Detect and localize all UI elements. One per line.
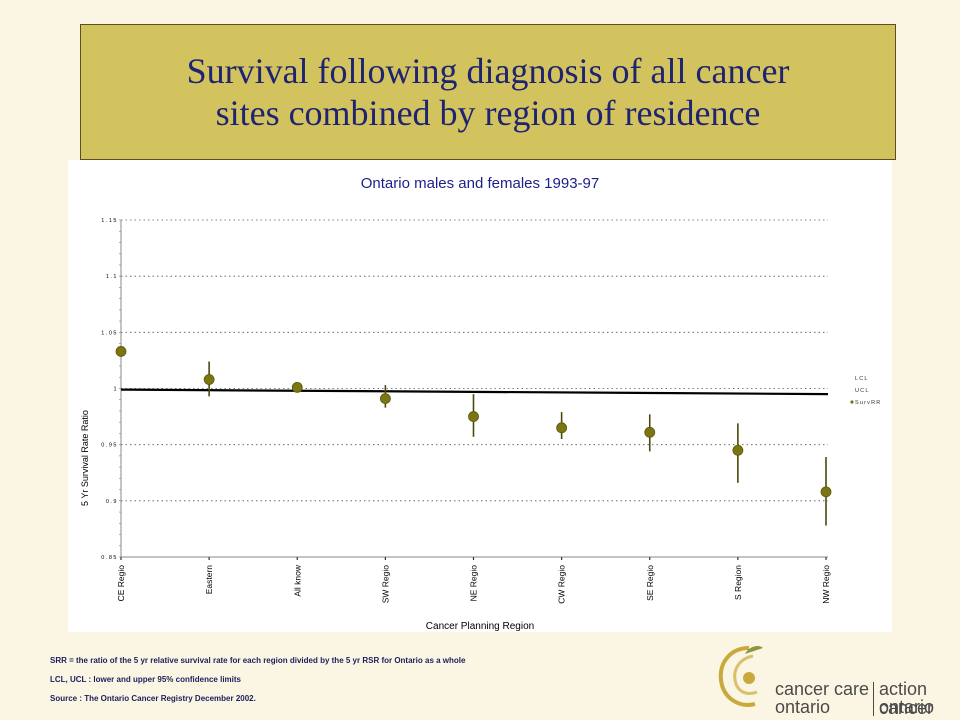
survival-ratio-point [644,426,656,438]
y-tick-label: 1 [113,387,118,393]
title-line-2: sites combined by region of residence [215,93,761,133]
survival-ratio-point [732,444,744,456]
survival-ratio-point [115,346,127,357]
note-srr: SRR = the ratio of the 5 yr relative sur… [50,656,466,665]
y-tick-label: 1.05 [101,330,118,336]
chart-title: Ontario males and females 1993-97 [361,175,599,192]
y-tick-label: 1.1 [106,274,118,280]
y-tick-label: 1.15 [101,218,118,224]
logo-right-line2: ontario [879,697,935,717]
x-tick-label: CW Regio [557,565,567,604]
x-tick-label: All know [292,564,302,597]
x-tick-label: SE Regio [645,565,655,601]
footnotes: SRR = the ratio of the 5 yr relative sur… [50,656,465,713]
x-tick-label: NE Regio [469,565,479,602]
legend-entry: SurvRR [855,400,881,406]
survival-ratio-point [556,422,568,434]
chart-area: Ontario males and females 1993-97 Cancer… [68,160,892,632]
logo-left-line1: cancer care [775,679,870,699]
legend-marker [850,400,854,404]
cancer-care-ontario-logo: cancer care ontario action cancer ontari… [705,632,960,720]
legend-entry: LCL [855,376,869,382]
x-tick-label: Eastern [204,565,214,595]
note-source: Source : The Ontario Cancer Registry Dec… [50,694,256,703]
survival-ratio-point [203,374,215,385]
logo-divider [873,682,874,716]
reference-line [120,388,829,396]
survival-ratio-point [291,381,303,393]
logo-left-line2: ontario [775,697,831,717]
slide-title: Survival following diagnosis of all canc… [80,24,896,160]
x-tick-label: S Region [733,565,743,600]
swirl-logo-icon [718,646,763,707]
survival-chart: Ontario males and females 1993-97 Cancer… [80,175,881,632]
y-tick-label: 0.9 [106,499,118,505]
note-confidence: LCL, UCL : lower and upper 95% confidenc… [50,675,241,684]
y-tick-label: 0.85 [101,555,118,561]
y-tick-label: 0.95 [101,443,118,449]
x-tick-label: SW Regio [380,565,390,604]
y-axis-label: 5 Yr Survival Rate Ratio [80,410,90,506]
survival-ratio-point [820,486,832,498]
x-tick-label: CE Regio [116,565,126,602]
title-line-1: Survival following diagnosis of all canc… [186,51,790,91]
x-tick-label: NW Regio [821,565,831,604]
survival-ratio-point [379,393,391,405]
logo-right-line1: action cancer [879,679,934,718]
x-axis-label: Cancer Planning Region [426,621,534,632]
survival-ratio-point [468,411,479,422]
legend-entry: UCL [855,388,870,394]
